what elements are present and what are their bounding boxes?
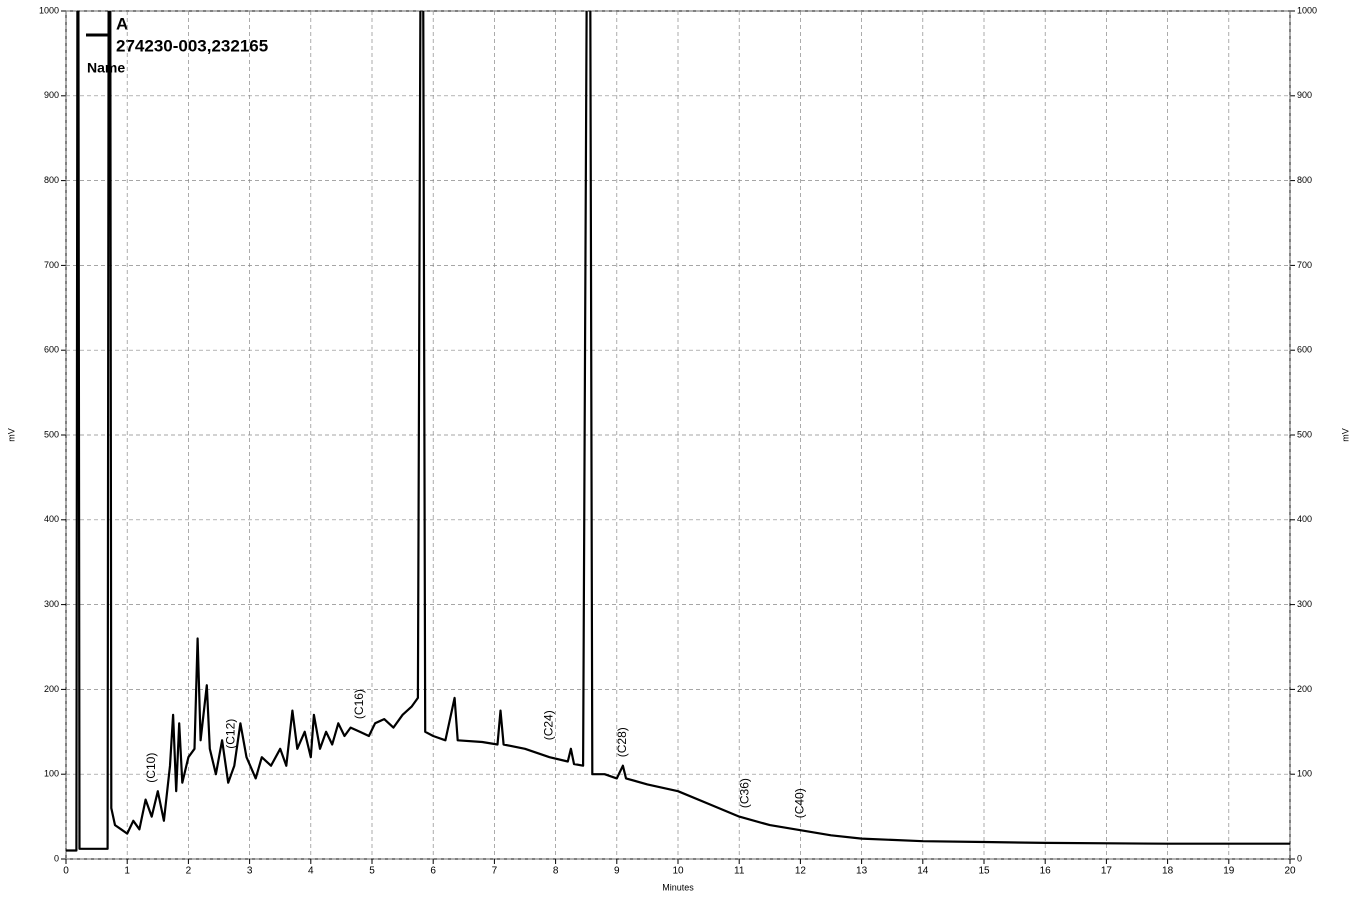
y-axis-label: mV [6, 428, 16, 442]
x-tick-label: 15 [978, 866, 990, 877]
x-tick-label: 17 [1101, 866, 1113, 877]
y2-tick-label: 900 [1297, 90, 1312, 100]
x-tick-label: 3 [247, 866, 253, 877]
y-tick-label: 200 [44, 684, 59, 694]
peak-annotation: (C40) [793, 788, 807, 818]
x-tick-label: 14 [917, 866, 929, 877]
plot-area [66, 11, 1290, 852]
y2-tick-label: 0 [1297, 853, 1302, 863]
y2-tick-label: 600 [1297, 345, 1312, 355]
x-tick-label: 2 [186, 866, 192, 877]
x-tick-label: 11 [734, 866, 745, 877]
x-tick-label: 4 [308, 866, 314, 877]
y2-tick-label: 300 [1297, 599, 1312, 609]
y2-tick-label: 800 [1297, 175, 1312, 185]
x-tick-label: 7 [492, 866, 498, 877]
y2-tick-label: 1000 [1297, 5, 1317, 15]
peak-annotation: (C36) [737, 778, 751, 808]
y2-tick-label: 400 [1297, 514, 1312, 524]
x-tick-label: 6 [430, 866, 436, 877]
y-tick-label: 800 [44, 175, 59, 185]
x-axis-label: Minutes [662, 882, 694, 892]
x-tick-label: 0 [63, 866, 69, 877]
trace-line [66, 11, 1290, 852]
x-tick-label: 12 [795, 866, 807, 877]
x-tick-label: 16 [1040, 866, 1052, 877]
legend-entry: 274230-003,232165 [116, 36, 268, 55]
legend-header: Name [87, 60, 125, 76]
x-tick-label: 13 [856, 866, 868, 877]
x-tick-label: 10 [672, 866, 684, 877]
y-tick-label: 500 [44, 429, 59, 439]
x-tick-label: 5 [369, 866, 375, 877]
y2-tick-label: 500 [1297, 429, 1312, 439]
x-tick-label: 20 [1284, 866, 1296, 877]
y-tick-label: 600 [44, 345, 59, 355]
y-tick-label: 100 [44, 769, 59, 779]
peak-annotation: (C12) [223, 719, 237, 749]
y-tick-label: 700 [44, 260, 59, 270]
y2-tick-label: 700 [1297, 260, 1312, 270]
x-tick-label: 8 [553, 866, 559, 877]
peak-annotation: (C16) [352, 689, 366, 719]
peak-annotation: (C10) [144, 753, 158, 783]
y-tick-label: 1000 [39, 5, 59, 15]
y-tick-label: 400 [44, 514, 59, 524]
x-tick-label: 18 [1162, 866, 1174, 877]
x-tick-label: 1 [124, 866, 130, 877]
y2-tick-label: 100 [1297, 769, 1312, 779]
legend-title: A [116, 14, 128, 33]
peak-annotation: (C28) [615, 727, 629, 757]
x-tick-label: 9 [614, 866, 620, 877]
y2-tick-label: 200 [1297, 684, 1312, 694]
y-tick-label: 900 [44, 90, 59, 100]
x-tick-label: 19 [1223, 866, 1235, 877]
y-tick-label: 300 [44, 599, 59, 609]
peak-annotation: (C24) [542, 710, 556, 740]
y2-axis-label: mV [1340, 428, 1350, 442]
y-tick-label: 0 [54, 853, 59, 863]
